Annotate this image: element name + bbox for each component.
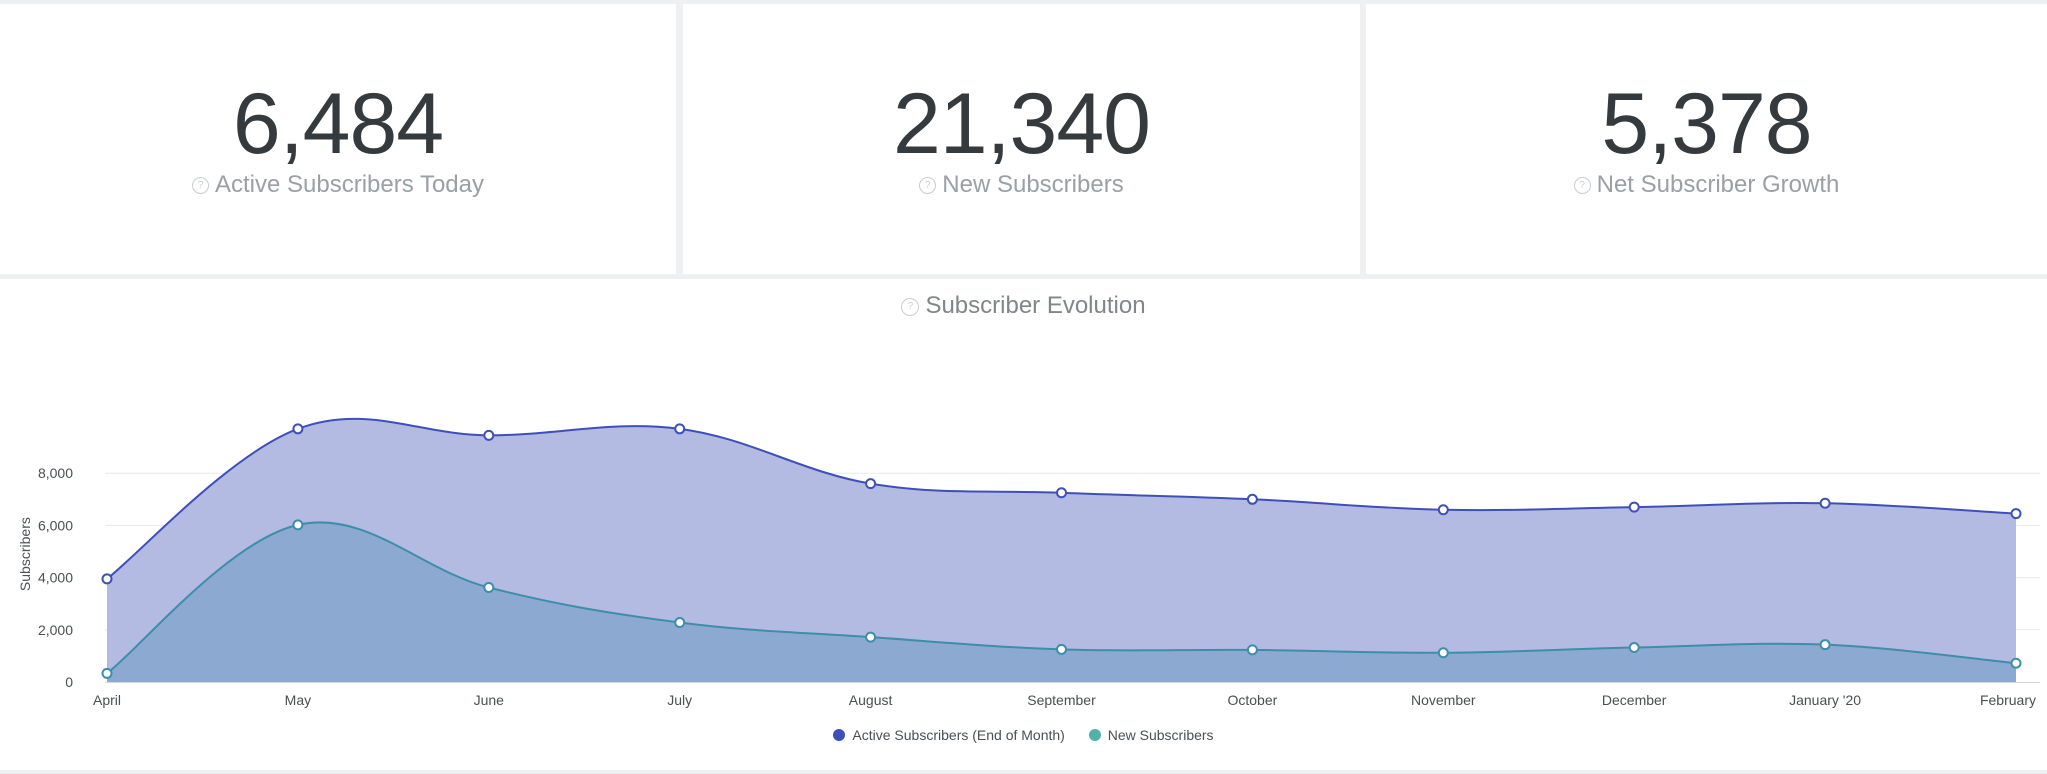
y-tick-label: 0: [65, 674, 73, 690]
x-tick-label: August: [849, 692, 893, 708]
kpi-label: New Subscribers: [942, 171, 1124, 198]
new-subscribers-point: [865, 631, 877, 643]
new-subscribers-point: [1628, 642, 1640, 654]
active-subscribers-point: [101, 573, 113, 585]
legend-marker-active: [833, 729, 846, 741]
legend-marker-new: [1088, 729, 1101, 741]
kpi-card-new-subscribers: 21,340 ? New Subscribers: [683, 4, 1360, 274]
legend-label: Active Subscribers (End of Month): [852, 727, 1065, 743]
y-tick-label: 4,000: [38, 570, 73, 586]
kpi-value: 6,484: [232, 76, 444, 172]
kpi-label-row: ? Active Subscribers Today: [0, 170, 676, 200]
chart-title-row: ? Subscriber Evolution: [0, 291, 2047, 321]
y-tick-label: 6,000: [38, 517, 73, 533]
x-tick-label: May: [285, 692, 311, 708]
legend-item-active[interactable]: Active Subscribers (End of Month): [833, 727, 1065, 743]
new-subscribers-point: [1819, 639, 1831, 651]
chart-title: Subscriber Evolution: [925, 292, 1146, 319]
legend-item-new[interactable]: New Subscribers: [1088, 727, 1214, 743]
kpi-label: Active Subscribers Today: [214, 171, 484, 198]
kpi-value: 21,340: [892, 76, 1151, 172]
new-subscribers-point: [674, 616, 686, 628]
help-icon[interactable]: ?: [1573, 177, 1591, 194]
active-subscribers-line: [106, 417, 2017, 580]
new-subscribers-area: [107, 522, 2016, 682]
help-icon[interactable]: ?: [191, 177, 209, 194]
help-icon[interactable]: ?: [901, 298, 920, 316]
kpi-label: Net Subscriber Growth: [1596, 171, 1840, 198]
kpi-label-row: ? Net Subscriber Growth: [1366, 170, 2047, 200]
x-tick-label: December: [1602, 692, 1667, 708]
active-subscribers-point: [674, 423, 686, 435]
chart-legend: Active Subscribers (End of Month) New Su…: [0, 727, 2047, 743]
new-subscribers-point: [292, 519, 304, 531]
new-subscribers-point: [483, 582, 495, 594]
x-tick-label: January '20: [1789, 692, 1861, 708]
new-subscribers-point: [2010, 657, 2022, 669]
new-subscribers-point: [101, 667, 113, 679]
active-subscribers-point: [1819, 497, 1831, 509]
kpi-card-active-today: 6,484 ? Active Subscribers Today: [0, 4, 676, 274]
x-tick-label: November: [1411, 692, 1476, 708]
x-tick-label: February: [1980, 692, 2036, 708]
active-subscribers-point: [1628, 501, 1640, 513]
legend-label: New Subscribers: [1107, 727, 1214, 743]
help-icon[interactable]: ?: [919, 177, 937, 194]
active-subscribers-point: [483, 429, 495, 441]
x-tick-label: June: [474, 692, 505, 708]
active-subscribers-point: [2010, 508, 2022, 520]
kpi-label-row: ? New Subscribers: [683, 170, 1360, 200]
y-tick-label: 8,000: [38, 465, 73, 481]
x-tick-label: April: [93, 692, 121, 708]
kpi-card-net-growth: 5,378 ? Net Subscriber Growth: [1366, 4, 2047, 274]
active-subscribers-point: [865, 478, 877, 490]
x-tick-label: July: [667, 692, 692, 708]
subscriber-evolution-chart: 0 2,000 4,000 6,000 8,000 April May June July Aug…: [17, 417, 2040, 708]
y-tick-label: 2,000: [38, 622, 73, 638]
subscriber-evolution-card: 0 2,000 4,000 6,000 8,000 April May June July Aug…: [0, 279, 2047, 770]
kpi-row: 6,484 ? Active Subscribers Today 21,340 ?…: [0, 4, 2047, 274]
active-subscribers-point: [1056, 487, 1067, 499]
active-subscribers-point: [1437, 504, 1449, 516]
x-tick-label: October: [1227, 692, 1277, 708]
y-axis-label: Subscribers: [17, 517, 33, 591]
new-subscribers-point: [1246, 644, 1258, 656]
active-subscribers-point: [292, 423, 304, 435]
kpi-value: 5,378: [1601, 76, 1812, 172]
new-subscribers-point: [1056, 643, 1067, 655]
new-subscribers-point: [1437, 647, 1449, 659]
new-subscribers-line: [106, 521, 2017, 675]
x-tick-label: September: [1027, 692, 1096, 708]
active-subscribers-point: [1246, 493, 1258, 505]
